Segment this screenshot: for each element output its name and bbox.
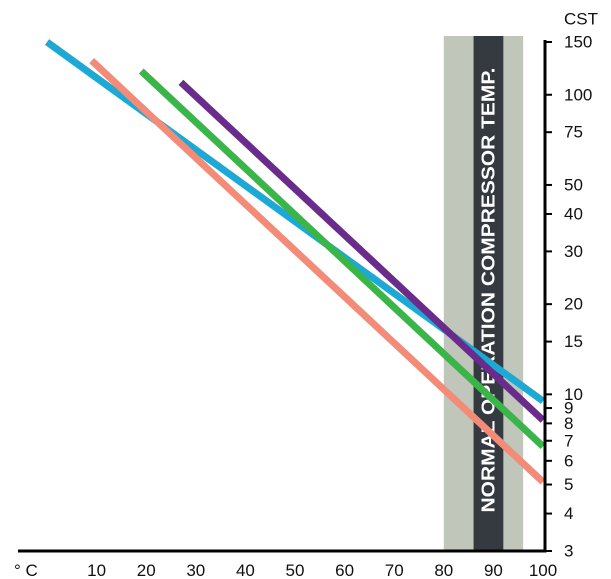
x-tick-label: 70 bbox=[385, 561, 404, 579]
x-tick-label: 20 bbox=[137, 561, 156, 579]
y-tick-label: 75 bbox=[564, 123, 583, 142]
x-tick-label: 60 bbox=[335, 561, 354, 579]
band-inner bbox=[473, 36, 504, 551]
y-tick-label: 5 bbox=[564, 475, 573, 494]
y-tick-label: 100 bbox=[564, 85, 592, 104]
band-label: NORMAL OPERATION COMPRESSOR TEMP. bbox=[478, 68, 498, 513]
axes bbox=[18, 40, 552, 553]
x-tick-label: 90 bbox=[484, 561, 503, 579]
x-axis-unit: ° C bbox=[14, 561, 38, 579]
y-tick-label: 8 bbox=[564, 414, 573, 433]
x-tick-label: 50 bbox=[286, 561, 305, 579]
series-line-2 bbox=[89, 58, 546, 485]
y-tick-label: 9 bbox=[564, 399, 573, 418]
x-tick-label: 80 bbox=[434, 561, 453, 579]
y-tick-label: 4 bbox=[564, 504, 573, 523]
series-line-4 bbox=[178, 79, 546, 423]
y-tick-label: 40 bbox=[564, 204, 583, 223]
y-tick-label: 7 bbox=[564, 431, 573, 450]
x-tick-label: 40 bbox=[236, 561, 255, 579]
tick-labels: 10 20 30 40 50 60 70 80 90 100° C1501007550403020… bbox=[14, 10, 598, 579]
y-tick-label: 20 bbox=[564, 295, 583, 314]
x-tick-label: 100 bbox=[529, 561, 557, 579]
series-layer bbox=[44, 39, 546, 485]
series-line-3 bbox=[138, 68, 546, 450]
y-tick-label: 15 bbox=[564, 332, 583, 351]
y-tick-label: 10 bbox=[564, 385, 583, 404]
y-tick-label: 6 bbox=[564, 451, 573, 470]
x-tick-label: 10 bbox=[87, 561, 106, 579]
x-tick-label: 30 bbox=[186, 561, 205, 579]
y-tick-label: 50 bbox=[564, 175, 583, 194]
temperature-band: NORMAL OPERATION COMPRESSOR TEMP. bbox=[443, 36, 524, 551]
y-tick-label: 3 bbox=[564, 542, 573, 561]
y-axis-unit: CST bbox=[564, 10, 598, 29]
y-tick-label: 30 bbox=[564, 242, 583, 261]
y-tick-label: 150 bbox=[564, 33, 592, 52]
